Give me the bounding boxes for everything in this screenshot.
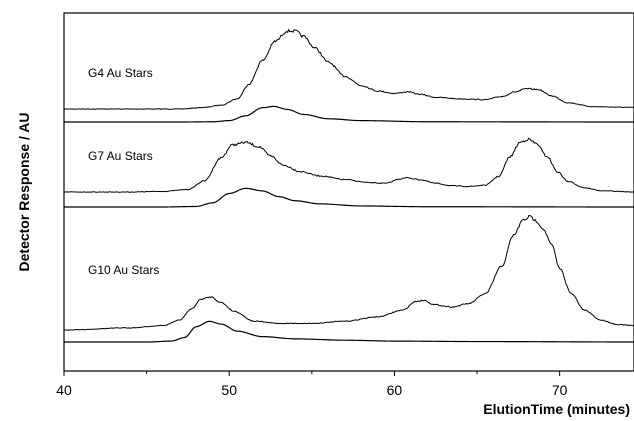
x-tick-label-40: 40 bbox=[56, 382, 72, 398]
panel-label-1: G4 Au Stars bbox=[88, 66, 153, 80]
x-tick-label-60: 60 bbox=[387, 382, 403, 398]
x-tick-label-70: 70 bbox=[552, 382, 568, 398]
x-axis-label: ElutionTime (minutes) bbox=[483, 401, 630, 417]
x-axis: 40 50 60 70 bbox=[56, 371, 568, 398]
trace-lower-panel-3 bbox=[64, 320, 634, 343]
trace-upper-panel-3 bbox=[63, 215, 634, 331]
trace-lower-panel-1 bbox=[64, 105, 634, 123]
x-tick-label-50: 50 bbox=[221, 382, 237, 398]
y-axis-label: Detector Response / AU bbox=[16, 113, 32, 272]
panel-label-2: G7 Au Stars bbox=[88, 149, 153, 163]
trace-group bbox=[63, 28, 634, 343]
panel-label-group: G4 Au Stars G7 Au Stars G10 Au Stars bbox=[88, 66, 159, 277]
trace-upper-panel-1 bbox=[63, 28, 634, 110]
panel-label-3: G10 Au Stars bbox=[88, 263, 159, 277]
trace-upper-panel-2 bbox=[63, 137, 634, 193]
trace-lower-panel-2 bbox=[64, 187, 634, 208]
